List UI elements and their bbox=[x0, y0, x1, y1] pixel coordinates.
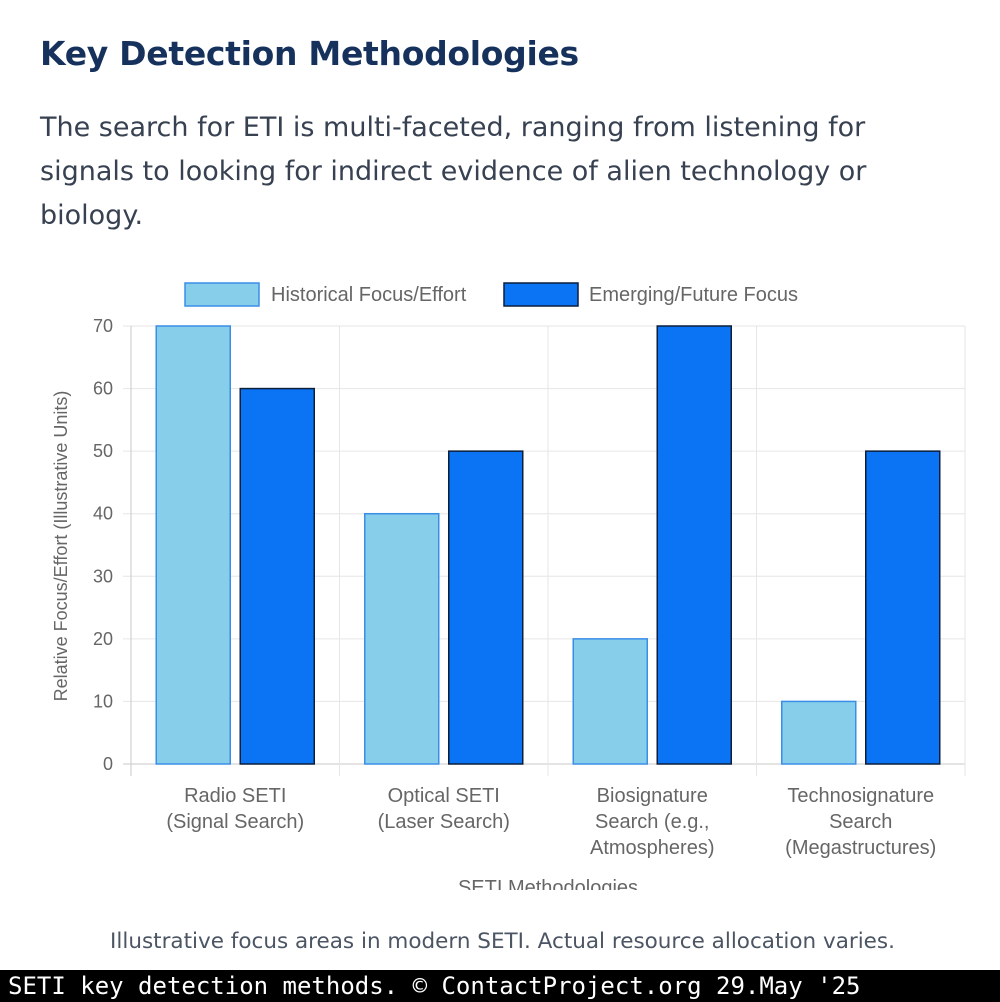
x-axis-title: SETI Methodologies bbox=[458, 877, 638, 890]
legend-label-historical[interactable]: Historical Focus/Effort bbox=[271, 284, 467, 306]
legend-label-emerging[interactable]: Emerging/Future Focus bbox=[589, 284, 798, 306]
bar-historical bbox=[572, 638, 648, 765]
y-tick-label: 20 bbox=[93, 629, 113, 649]
section-intro: The search for ETI is multi-faceted, ran… bbox=[40, 112, 867, 231]
chart-legend[interactable]: Historical Focus/Effort Emerging/Future F… bbox=[184, 282, 798, 307]
bar-emerging bbox=[239, 387, 315, 765]
y-tick-label: 50 bbox=[93, 441, 113, 461]
x-category-label: Optical SETI (Laser Search) bbox=[378, 785, 510, 833]
y-tick-label: 70 bbox=[93, 316, 113, 336]
bar-historical bbox=[155, 325, 231, 765]
legend-swatch-emerging[interactable] bbox=[503, 282, 579, 307]
x-category-label: Biosignature Search (e.g., Atmospheres) bbox=[590, 785, 715, 859]
bar-emerging bbox=[865, 450, 941, 765]
chart-bars bbox=[155, 325, 941, 765]
legend-swatch-historical[interactable] bbox=[184, 282, 260, 307]
section-heading: Key Detection Methodologies bbox=[40, 34, 579, 73]
methodologies-bar-chart: Historical Focus/Effort Emerging/Future F… bbox=[51, 282, 966, 890]
y-tick-label: 60 bbox=[93, 379, 113, 399]
bar-historical bbox=[781, 700, 857, 765]
x-axis-categories: Radio SETI (Signal Search) Optical SETI (La… bbox=[166, 785, 936, 859]
y-tick-label: 10 bbox=[93, 691, 113, 711]
chart-caption: Illustrative focus areas in modern SETI.… bbox=[110, 929, 895, 954]
y-tick-label: 40 bbox=[93, 504, 113, 524]
y-tick-label: 30 bbox=[93, 566, 113, 586]
bar-emerging bbox=[448, 450, 524, 765]
x-category-label: Radio SETI (Signal Search) bbox=[166, 785, 304, 833]
bar-historical bbox=[364, 512, 440, 765]
y-axis-title: Relative Focus/Effort (Illustrative Unit… bbox=[51, 391, 71, 702]
y-tick-label: 0 bbox=[103, 754, 113, 774]
copyright-footer: SETI key detection methods. © ContactPro… bbox=[0, 970, 1000, 1002]
x-category-label: Technosignature Search (Megastructures) bbox=[785, 785, 936, 859]
bar-emerging bbox=[656, 325, 732, 765]
y-axis-ticks: 0 10 20 30 40 50 60 70 bbox=[93, 316, 113, 774]
